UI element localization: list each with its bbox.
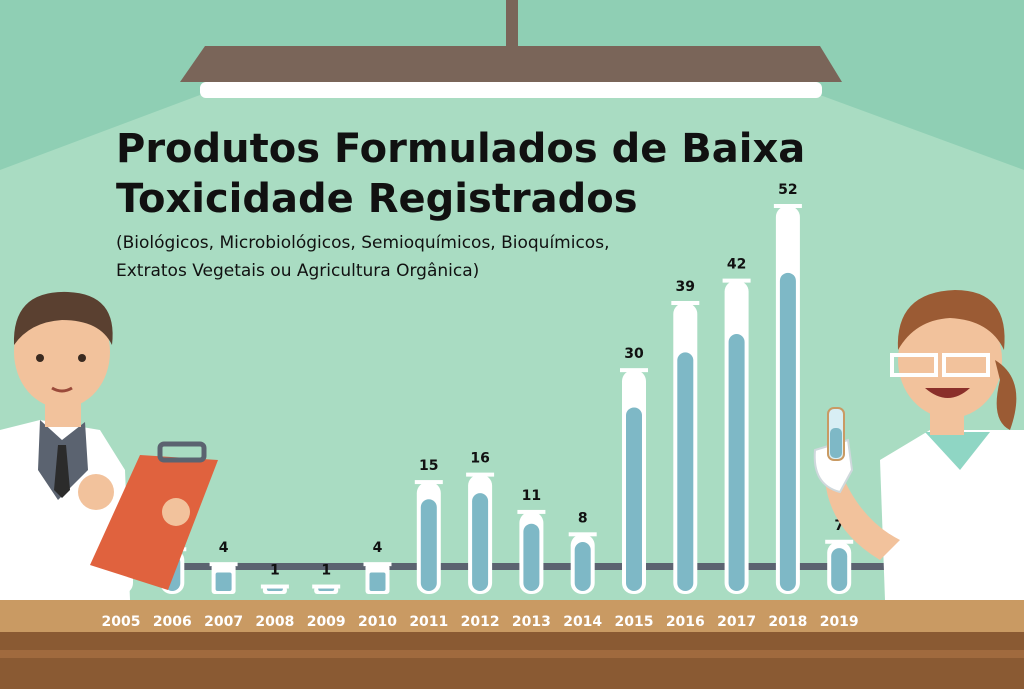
tube-2013 [517,509,546,594]
tube-2018 [773,204,802,594]
year-label-2010: 2010 [358,614,397,630]
tube-rim [517,509,546,514]
tube-2009 [312,584,341,594]
year-label-2017: 2017 [717,614,756,630]
tube-rim [671,301,700,305]
lamp-light [200,82,822,98]
tube-2008 [260,584,289,594]
tube-liquid [831,548,848,591]
light-cone [0,95,1024,600]
year-label-2014: 2014 [563,614,602,630]
value-label-2013: 11 [522,488,541,504]
year-label-2019: 2019 [820,614,859,630]
tube-liquid [472,493,489,591]
value-label-2014: 8 [578,510,588,526]
year-label-2011: 2011 [409,614,448,630]
chart-subtitle-line1: (Biológicos, Microbiológicos, Semioquími… [116,233,609,253]
year-label-2007: 2007 [204,614,243,630]
tube-liquid [420,499,437,591]
value-label-2012: 16 [470,451,489,467]
year-label-2006: 2006 [153,614,192,630]
tube-2011 [414,480,443,594]
tube-liquid [779,272,796,591]
year-label-2018: 2018 [768,614,807,630]
tube-liquid [677,352,694,591]
scientist-woman [813,290,1024,600]
tube-2007 [209,562,238,594]
value-label-2017: 42 [727,257,746,273]
tube-rim [722,278,751,283]
value-label-2015: 30 [624,346,644,362]
tube-rack-bar [92,563,900,570]
chart-title-line2: Toxicidade Registrados [116,176,638,222]
year-label-2012: 2012 [461,614,500,630]
tube-2015 [620,368,648,594]
tube-rim [773,204,802,208]
value-label-2018: 52 [778,182,797,198]
year-label-2005: 2005 [102,614,141,630]
tube-rim [414,480,443,485]
year-label-2016: 2016 [666,614,705,630]
year-label-2013: 2013 [512,614,551,630]
tube-rim [568,532,597,537]
tube-rim [466,472,495,477]
value-label-2016: 39 [676,279,695,295]
value-label-2011: 15 [419,458,438,474]
chart-subtitle-line2: Extratos Vegetais ou Agricultura Orgânic… [116,261,479,281]
table-front [0,632,1024,689]
value-label-2009: 1 [321,563,331,579]
lamp-cord [506,0,518,50]
tube-liquid [626,407,642,591]
tube-2019 [825,539,854,594]
tube-rim [209,562,238,567]
tube-2012 [466,472,495,594]
tube-rim [260,584,289,589]
tube-2014 [568,532,597,594]
year-label-2008: 2008 [255,614,294,630]
clipboard [78,441,218,590]
lamp-shade [180,46,842,82]
tube-rim [312,584,341,589]
tube-2017 [722,278,751,594]
year-label-2009: 2009 [307,614,346,630]
tube-2016 [671,301,700,594]
table-stripe [0,650,1024,658]
tube-liquid [728,334,745,591]
value-label-2019: 7 [834,518,844,534]
value-label-2007: 4 [219,540,229,556]
value-label-2008: 1 [270,563,280,579]
table-top [0,600,1024,632]
tube-2010 [363,562,392,594]
tube-rim [620,368,648,373]
tube-rim [825,539,854,544]
value-label-2010: 4 [373,540,383,556]
tube-liquid [215,572,232,591]
tube-liquid [523,523,540,591]
tube-liquid [574,542,591,591]
tube-rim [363,562,392,567]
tube-liquid [369,572,386,591]
year-label-2015: 2015 [615,614,654,630]
chart-title-line1: Produtos Formulados de Baixa [116,126,805,172]
